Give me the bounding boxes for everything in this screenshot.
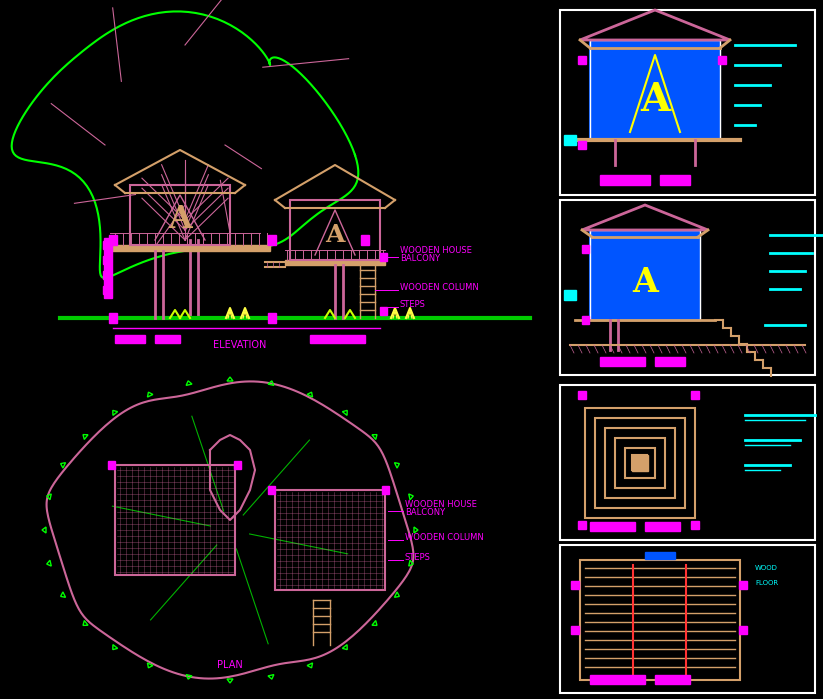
Text: WOODEN COLUMN: WOODEN COLUMN bbox=[405, 533, 484, 542]
Bar bbox=[590, 522, 635, 531]
Bar bbox=[739, 626, 747, 634]
Bar bbox=[285, 260, 385, 265]
Bar bbox=[660, 175, 690, 185]
Text: ELEVATION: ELEVATION bbox=[213, 340, 267, 350]
Bar bbox=[115, 335, 145, 343]
Text: STEPS: STEPS bbox=[400, 300, 425, 309]
Bar bbox=[632, 454, 648, 470]
Bar bbox=[645, 552, 675, 559]
Text: FLOOR: FLOOR bbox=[755, 580, 778, 586]
Bar bbox=[115, 465, 235, 575]
Bar bbox=[590, 230, 700, 320]
Bar bbox=[103, 286, 110, 294]
Bar bbox=[104, 238, 112, 298]
Bar bbox=[655, 675, 690, 684]
Bar bbox=[578, 391, 586, 399]
Bar bbox=[5, 5, 550, 360]
Bar bbox=[571, 581, 579, 589]
Bar bbox=[560, 545, 815, 693]
Bar bbox=[560, 385, 815, 540]
Bar bbox=[582, 316, 589, 324]
Bar bbox=[340, 335, 365, 343]
Bar bbox=[582, 245, 589, 253]
Text: WOODEN HOUSE: WOODEN HOUSE bbox=[400, 246, 472, 255]
Bar bbox=[590, 40, 720, 140]
Text: WOODEN HOUSE: WOODEN HOUSE bbox=[405, 500, 477, 509]
Bar bbox=[625, 447, 655, 477]
Bar bbox=[108, 461, 115, 469]
Bar bbox=[585, 408, 695, 517]
Text: PLAN: PLAN bbox=[217, 660, 243, 670]
Bar bbox=[103, 241, 110, 249]
Bar bbox=[600, 175, 650, 185]
Text: A: A bbox=[168, 205, 192, 236]
Bar bbox=[103, 271, 110, 279]
Bar bbox=[578, 141, 586, 149]
Bar bbox=[560, 200, 815, 375]
Bar bbox=[718, 56, 726, 64]
Bar bbox=[739, 581, 747, 589]
Bar bbox=[268, 235, 276, 245]
Text: A: A bbox=[639, 81, 670, 119]
Bar bbox=[645, 522, 680, 531]
Bar bbox=[560, 10, 815, 195]
Bar bbox=[691, 521, 699, 529]
Text: WOODEN COLUMN: WOODEN COLUMN bbox=[400, 283, 479, 292]
Bar bbox=[361, 235, 369, 245]
Bar bbox=[691, 391, 699, 399]
Bar bbox=[615, 438, 665, 487]
Bar bbox=[110, 245, 270, 251]
Bar bbox=[380, 307, 387, 315]
Bar bbox=[109, 313, 117, 323]
Bar bbox=[590, 230, 700, 320]
Bar bbox=[580, 560, 740, 680]
Bar bbox=[633, 455, 648, 470]
Bar bbox=[275, 490, 385, 590]
Bar bbox=[595, 417, 685, 507]
Bar bbox=[234, 461, 241, 469]
Bar bbox=[103, 256, 110, 264]
Bar bbox=[268, 486, 275, 494]
Bar bbox=[564, 290, 576, 300]
Text: A: A bbox=[632, 266, 658, 299]
Text: WOOD: WOOD bbox=[755, 565, 778, 571]
Bar bbox=[290, 200, 380, 260]
Bar bbox=[655, 357, 685, 366]
Bar bbox=[382, 486, 389, 494]
Bar bbox=[564, 135, 576, 145]
Bar bbox=[268, 313, 276, 323]
Bar bbox=[590, 675, 645, 684]
Bar bbox=[605, 428, 675, 498]
Bar bbox=[578, 521, 586, 529]
Bar bbox=[310, 335, 340, 343]
Bar bbox=[571, 626, 579, 634]
Bar bbox=[155, 335, 180, 343]
Text: STEPS: STEPS bbox=[405, 553, 431, 562]
Bar bbox=[109, 235, 117, 245]
Text: A: A bbox=[325, 223, 345, 247]
Text: BALCONY: BALCONY bbox=[400, 254, 440, 263]
Text: BALCONY: BALCONY bbox=[405, 508, 445, 517]
Bar bbox=[590, 40, 720, 140]
Bar bbox=[600, 357, 645, 366]
Bar bbox=[380, 253, 387, 261]
Bar bbox=[578, 56, 586, 64]
Bar bbox=[130, 185, 230, 245]
